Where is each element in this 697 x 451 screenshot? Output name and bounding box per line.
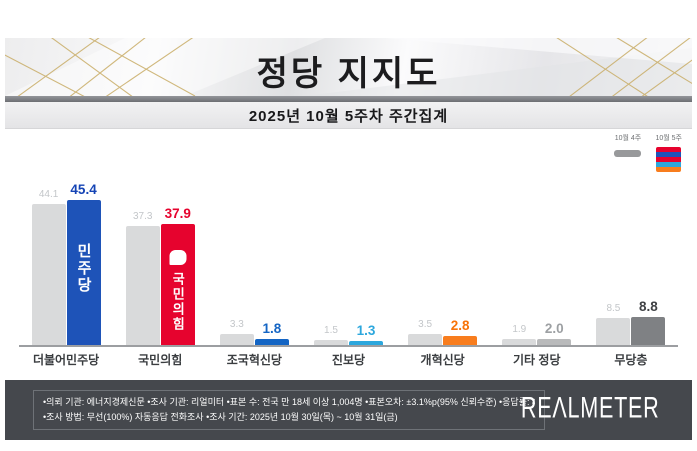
bar-value: 37.9 xyxy=(164,205,191,221)
category-label: 개혁신당 xyxy=(420,353,465,367)
curr-bar-rect: 2.0 xyxy=(537,321,572,345)
prev-bar: 8.5 xyxy=(596,303,631,345)
bar-value: 1.3 xyxy=(356,322,376,338)
curr-bar-rect: 45.4 민주당 xyxy=(66,182,101,345)
category-label: 국민의힘 xyxy=(138,353,183,367)
curr-bar: 2.8 xyxy=(443,318,478,345)
prev-bar-rect: 3.5 xyxy=(408,319,443,345)
bar-value: 1.5 xyxy=(324,325,338,337)
curr-bar: 1.8 xyxy=(254,321,289,345)
bar-value: 2.0 xyxy=(544,320,564,336)
bar-value: 3.3 xyxy=(229,319,244,331)
bar-value: 8.8 xyxy=(639,298,658,314)
bar-value: 1.9 xyxy=(512,323,527,335)
footer: •의뢰 기관: 에너지경제신문 •조사 기관: 리얼미터 •표본 수: 전국 만… xyxy=(5,380,692,440)
bar-value: 45.4 xyxy=(70,181,97,197)
legend-stripe xyxy=(656,152,682,157)
subtitle-strip: 2025년 10월 5주차 주간집계 xyxy=(5,102,692,129)
curr-bar-rect: 2.8 xyxy=(443,318,478,345)
header-banner: 정당 지지도 xyxy=(5,38,692,96)
bar-group-3: 3.3 1.8 xyxy=(207,129,301,345)
header-divider xyxy=(5,96,692,102)
curr-bar-rect: 8.8 xyxy=(631,299,666,345)
bar-value: 1.8 xyxy=(262,321,282,337)
prev-bar: 1.5 xyxy=(313,325,348,345)
survey-info-line2: •조사 방법: 무선(100%) 자동응답 전화조사 •조사 기간: 2025년… xyxy=(43,412,398,422)
party-symbol-icon xyxy=(169,250,187,266)
party-logo-text: 민주당 xyxy=(75,243,93,295)
bar-plot: 44.1 45.4 민주당 37.3 37.9 국민의힘 3.3 1.8 1.5 1.3 3.5 2.… xyxy=(19,129,678,347)
bar-group-7: 8.5 8.8 xyxy=(584,129,678,345)
survey-info-line1: •의뢰 기관: 에너지경제신문 •조사 기관: 리얼미터 •표본 수: 전국 만… xyxy=(43,396,535,407)
legend-stripe xyxy=(656,162,682,167)
curr-bar-rect: 1.8 xyxy=(254,321,289,345)
legend-stripe xyxy=(656,147,682,152)
legend-item-curr-week: 10월 5주 xyxy=(655,133,682,172)
bar-value: 3.5 xyxy=(418,318,433,330)
bar-group-1: 44.1 45.4 민주당 xyxy=(19,129,113,345)
category-label: 무당층 xyxy=(614,353,648,367)
prev-bar-rect: 37.3 xyxy=(125,211,160,345)
prev-bar-rect: 1.9 xyxy=(502,324,537,345)
legend-item-prev-week: 10월 4주 xyxy=(614,133,642,157)
prev-bar-rect: 1.5 xyxy=(313,325,348,345)
legend-stripe xyxy=(656,167,682,172)
bar-value: 37.3 xyxy=(132,210,153,222)
prev-bar: 3.5 xyxy=(408,319,443,345)
bar-group-6: 1.9 2.0 xyxy=(490,129,584,345)
category-label: 진보당 xyxy=(331,353,366,367)
prev-bar: 44.1 xyxy=(31,189,66,345)
legend-swatch-prev-icon xyxy=(614,150,642,157)
curr-bar: 1.3 xyxy=(348,323,383,345)
curr-bar: 8.8 xyxy=(631,299,666,345)
legend-swatch-curr-icon xyxy=(656,147,682,172)
prev-bar-rect: 44.1 xyxy=(31,189,66,345)
legend-label-prev: 10월 4주 xyxy=(614,135,642,142)
party-logo: 민주당 xyxy=(73,243,94,294)
curr-bar-rect: 1.3 xyxy=(348,323,383,345)
bar-value: 8.5 xyxy=(606,302,621,314)
category-label: 조국혁신당 xyxy=(226,353,282,367)
bar-value: 44.1 xyxy=(38,188,59,200)
prev-bar: 3.3 xyxy=(219,319,254,345)
chart-legend: 10월 4주 10월 5주 xyxy=(614,133,682,172)
prev-bar: 37.3 xyxy=(125,211,160,345)
survey-info-box: •의뢰 기관: 에너지경제신문 •조사 기관: 리얼미터 •표본 수: 전국 만… xyxy=(33,390,545,430)
page-title: 정당 지지도 xyxy=(256,55,441,93)
legend-stripe xyxy=(656,157,682,162)
bar-group-5: 3.5 2.8 xyxy=(396,129,490,345)
category-label: 기타 정당 xyxy=(513,353,561,367)
category-label: 더불어민주당 xyxy=(32,353,100,367)
banner-decoration-lines xyxy=(5,38,692,96)
curr-bar: 37.9 국민의힘 xyxy=(160,206,195,345)
prev-bar-rect: 8.5 xyxy=(596,303,631,345)
curr-bar: 45.4 민주당 xyxy=(66,182,101,345)
curr-bar-rect: 37.9 국민의힘 xyxy=(160,206,195,345)
party-support-chart: 10월 4주 10월 5주 44.1 45.4 민주당 37.3 37.9 국민의힘 3.3… xyxy=(5,129,692,378)
prev-bar: 1.9 xyxy=(502,324,537,345)
curr-bar: 2.0 xyxy=(537,321,572,345)
category-labels-row: 더불어민주당 국민의힘 조국혁신당 진보당 개혁신당 기타 정당 무당층 xyxy=(19,351,678,368)
party-logo: 국민의힘 xyxy=(168,250,187,332)
page-subtitle: 2025년 10월 5주차 주간집계 xyxy=(248,107,449,125)
party-logo-text: 국민의힘 xyxy=(170,272,186,333)
bar-group-4: 1.5 1.3 xyxy=(301,129,395,345)
legend-label-curr: 10월 5주 xyxy=(655,135,682,142)
realmeter-logo: REΛLMETER xyxy=(520,391,660,425)
bar-group-2: 37.3 37.9 국민의힘 xyxy=(113,129,207,345)
bar-value: 2.8 xyxy=(450,318,470,334)
prev-bar-rect: 3.3 xyxy=(219,319,254,345)
